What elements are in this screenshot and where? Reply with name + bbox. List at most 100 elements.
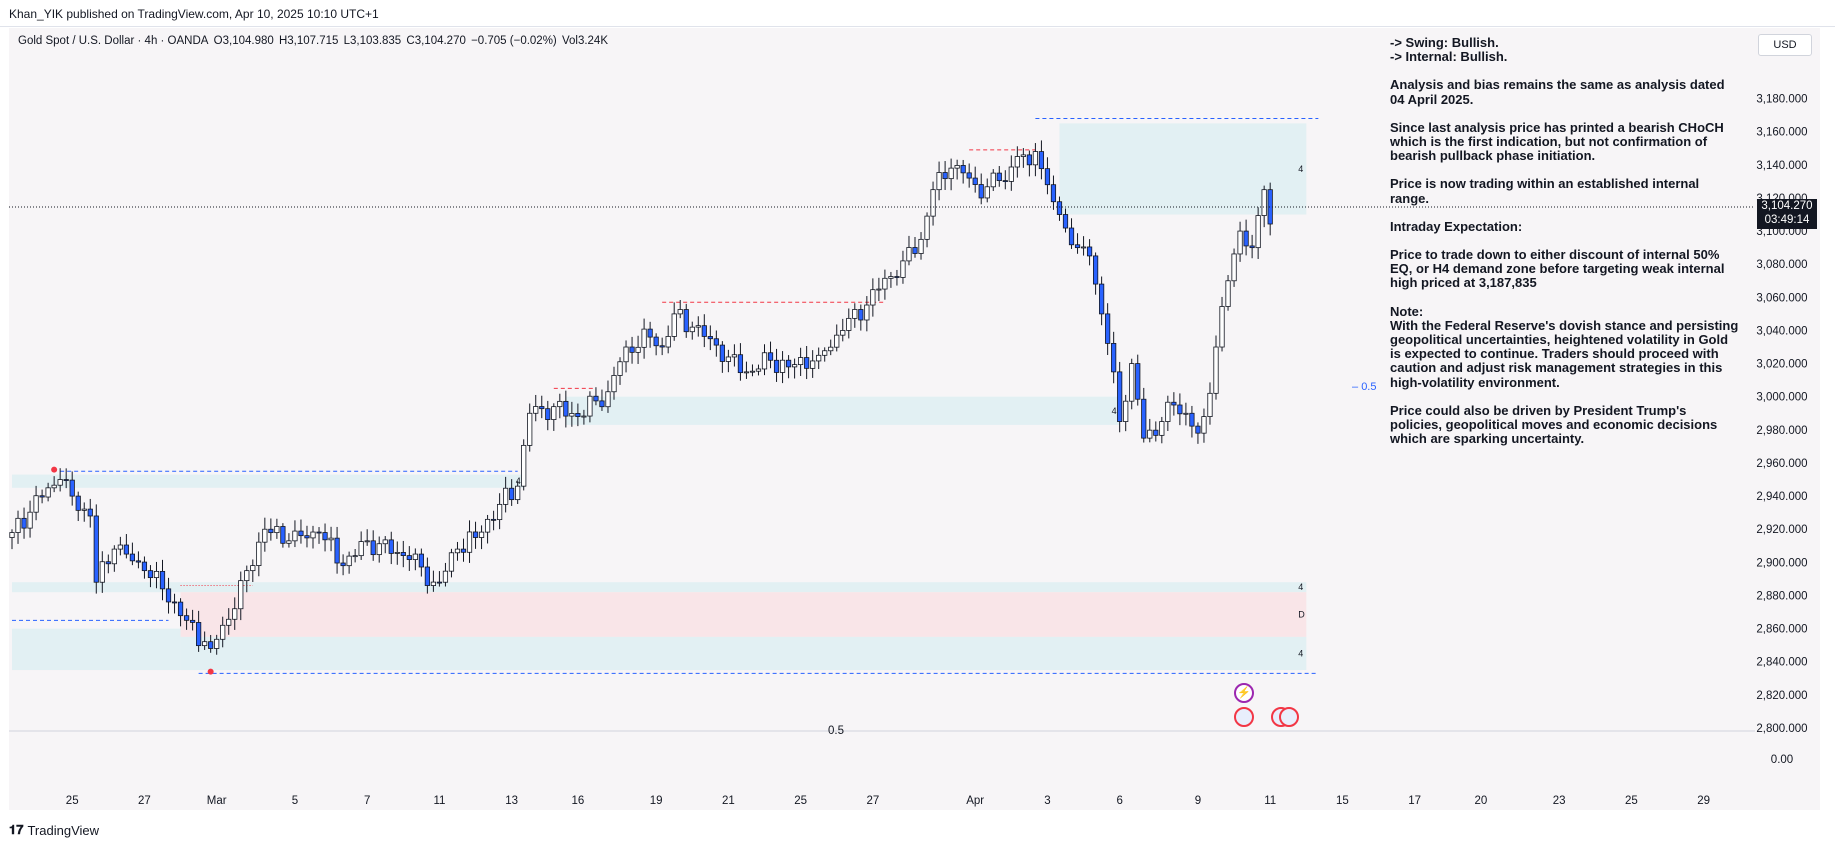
candle-body (509, 487, 515, 501)
candle-body (665, 336, 671, 348)
y-tick-label: 2,820.000 (1756, 690, 1807, 702)
candle (713, 330, 719, 357)
x-tick-label: 5 (292, 795, 298, 807)
candle (33, 485, 39, 521)
candle (497, 493, 503, 530)
candle (683, 303, 689, 338)
candle (81, 502, 87, 522)
candle-body (954, 165, 960, 169)
candle-body (1153, 429, 1159, 436)
us-flag-event-icon-3[interactable] (1279, 707, 1299, 727)
candle (533, 394, 539, 422)
candle-body (1080, 246, 1087, 249)
candle (45, 482, 51, 502)
footer-brand: TradingView (27, 822, 100, 838)
candle (69, 471, 75, 506)
candle (984, 178, 990, 203)
published-info: Khan_YIK published on TradingView.com, A… (9, 7, 379, 21)
candle-body (900, 260, 906, 278)
candle (1080, 236, 1087, 256)
candle (954, 159, 960, 180)
candle-body (683, 309, 689, 333)
candle (1129, 358, 1135, 410)
candle-body (286, 540, 292, 544)
candle (755, 364, 762, 376)
candle-body (340, 562, 346, 567)
candle (280, 523, 286, 548)
candle-body (400, 552, 406, 556)
candle (581, 409, 587, 425)
candle-body (551, 406, 557, 420)
candle (1050, 175, 1057, 210)
candle-body (364, 540, 370, 543)
candle-body (497, 503, 503, 521)
candle (659, 337, 665, 356)
symbol-legend[interactable]: Gold Spot / U.S. Dollar · 4h · OANDA O3,… (18, 35, 610, 47)
x-tick-label: Apr (966, 795, 984, 807)
zone-label-0: 4 (516, 476, 521, 486)
candle (587, 391, 593, 423)
candle (418, 548, 424, 577)
us-flag-event-icon[interactable] (1234, 707, 1254, 727)
candle-body (454, 548, 461, 554)
candle-body (527, 412, 533, 446)
candle-body (370, 540, 376, 556)
candle (1147, 418, 1153, 443)
candle-body (641, 328, 647, 348)
candle-body (141, 561, 148, 572)
candle (1020, 148, 1026, 168)
candle (39, 489, 45, 504)
candle-body (918, 238, 924, 254)
candle-body (99, 561, 105, 583)
candle (448, 548, 455, 578)
candle-body (196, 622, 202, 647)
y-tick-label: 3,180.000 (1756, 94, 1807, 106)
candle (798, 347, 804, 376)
candle (1213, 335, 1219, 400)
candle-body (617, 361, 623, 376)
candle-body (442, 570, 449, 583)
candle-body (755, 368, 762, 372)
candle-body (334, 537, 340, 564)
candle-body (948, 167, 954, 180)
candle-body (972, 177, 978, 185)
candle (424, 557, 430, 594)
candle (1189, 405, 1195, 438)
currency-button[interactable]: USD (1758, 34, 1812, 56)
zone-demand-1 (565, 396, 1120, 425)
candle (503, 476, 509, 513)
candle (406, 546, 412, 571)
candle-body (460, 548, 467, 553)
candle-body (581, 415, 587, 418)
y-tick-label: 3,080.000 (1756, 259, 1807, 271)
candle (900, 250, 906, 284)
candle-body (1219, 306, 1225, 348)
lightning-event-icon[interactable]: ⚡ (1234, 683, 1254, 703)
time-axis: 25 27 Mar 5 7 11 13 16 19 21 25 27 Apr 3 6 9 11 15 17 20 23 2… (66, 795, 1710, 807)
candle (1267, 182, 1273, 236)
candle (1062, 208, 1069, 233)
swing-bias: -> Swing: Bullish. (1390, 35, 1499, 50)
candle-body (599, 400, 605, 408)
candle-body (388, 539, 394, 554)
y-tick-label: 2,880.000 (1756, 590, 1807, 602)
zones-layer: 4 4 4 4 D 4 (12, 123, 1307, 671)
candle (1014, 146, 1020, 178)
candle-body (214, 638, 220, 649)
candle (761, 344, 768, 376)
candle-body (1117, 371, 1123, 422)
candle-body (593, 395, 599, 402)
symbol-name: Gold Spot / U.S. Dollar · 4h · OANDA (18, 35, 209, 47)
candle (707, 325, 713, 351)
candle-body (792, 364, 798, 368)
y-tick-label: 3,020.000 (1756, 359, 1807, 371)
candle-body (635, 346, 641, 353)
y-tick-label: 3,140.000 (1756, 160, 1807, 172)
candle-body (1147, 429, 1153, 439)
candle (719, 341, 725, 373)
candle-body (117, 544, 123, 550)
candle-body (810, 360, 816, 369)
candle (382, 536, 388, 554)
candle-body (1177, 404, 1183, 415)
